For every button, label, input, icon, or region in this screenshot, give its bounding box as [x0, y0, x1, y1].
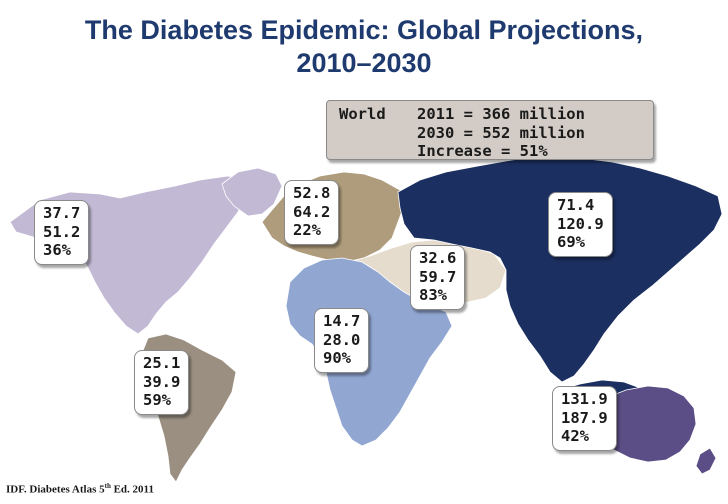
- north-america-2011: 37.7: [43, 204, 81, 222]
- world-increase-value: Increase = 51%: [417, 142, 548, 160]
- asia-increase: 69%: [557, 233, 585, 251]
- europe-increase: 22%: [293, 221, 321, 239]
- callout-europe: 52.8 64.2 22%: [284, 180, 340, 245]
- callout-africa: 14.7 28.0 90%: [314, 308, 370, 373]
- region-new-zealand: [695, 447, 717, 475]
- region-asia: [397, 155, 723, 383]
- source-suffix: Ed. 2011: [110, 483, 154, 496]
- callout-south-east-asia: 71.4 120.9 69%: [548, 192, 613, 257]
- middle-east-increase: 83%: [419, 286, 447, 304]
- middle-east-2030: 59.7: [419, 267, 457, 286]
- source-prefix: IDF. Diabetes Atlas 5: [6, 483, 105, 496]
- world-summary-box: World 2011 = 366 million 2030 = 552 mill…: [326, 100, 654, 160]
- title-line-1: The Diabetes Epidemic: Global Projection…: [84, 15, 644, 45]
- world-label: World: [339, 105, 386, 123]
- middle-east-2011: 32.6: [419, 249, 457, 267]
- asia-2030: 120.9: [557, 214, 604, 233]
- south-america-2030: 39.9: [143, 372, 181, 391]
- europe-2011: 52.8: [293, 184, 331, 202]
- callout-south-america: 25.1 39.9 59%: [134, 350, 190, 415]
- callout-western-pacific: 131.9 187.9 42%: [552, 386, 617, 451]
- south-america-2011: 25.1: [143, 354, 181, 372]
- source-citation: IDF. Diabetes Atlas 5th Ed. 2011: [6, 482, 154, 496]
- page-title: The Diabetes Epidemic: Global Projection…: [0, 14, 728, 80]
- europe-2030: 64.2: [293, 202, 331, 221]
- source-ordinal: th: [104, 482, 111, 490]
- africa-2030: 28.0: [323, 330, 361, 349]
- western-pacific-2011: 131.9: [561, 390, 608, 408]
- asia-2011: 71.4: [557, 196, 595, 214]
- world-2011-value: 2011 = 366 million: [417, 105, 585, 123]
- africa-increase: 90%: [323, 349, 351, 367]
- callout-north-america: 37.7 51.2 36%: [34, 200, 90, 265]
- callout-middle-east: 32.6 59.7 83%: [410, 245, 466, 310]
- world-2030-value: 2030 = 552 million: [417, 123, 585, 142]
- region-greenland: [221, 167, 283, 217]
- south-america-increase: 59%: [143, 391, 171, 409]
- africa-2011: 14.7: [323, 312, 361, 330]
- north-america-increase: 36%: [43, 241, 71, 259]
- north-america-2030: 51.2: [43, 222, 81, 241]
- western-pacific-2030: 187.9: [561, 408, 608, 427]
- western-pacific-increase: 42%: [561, 427, 589, 445]
- title-line-2: 2010–2030: [296, 48, 432, 78]
